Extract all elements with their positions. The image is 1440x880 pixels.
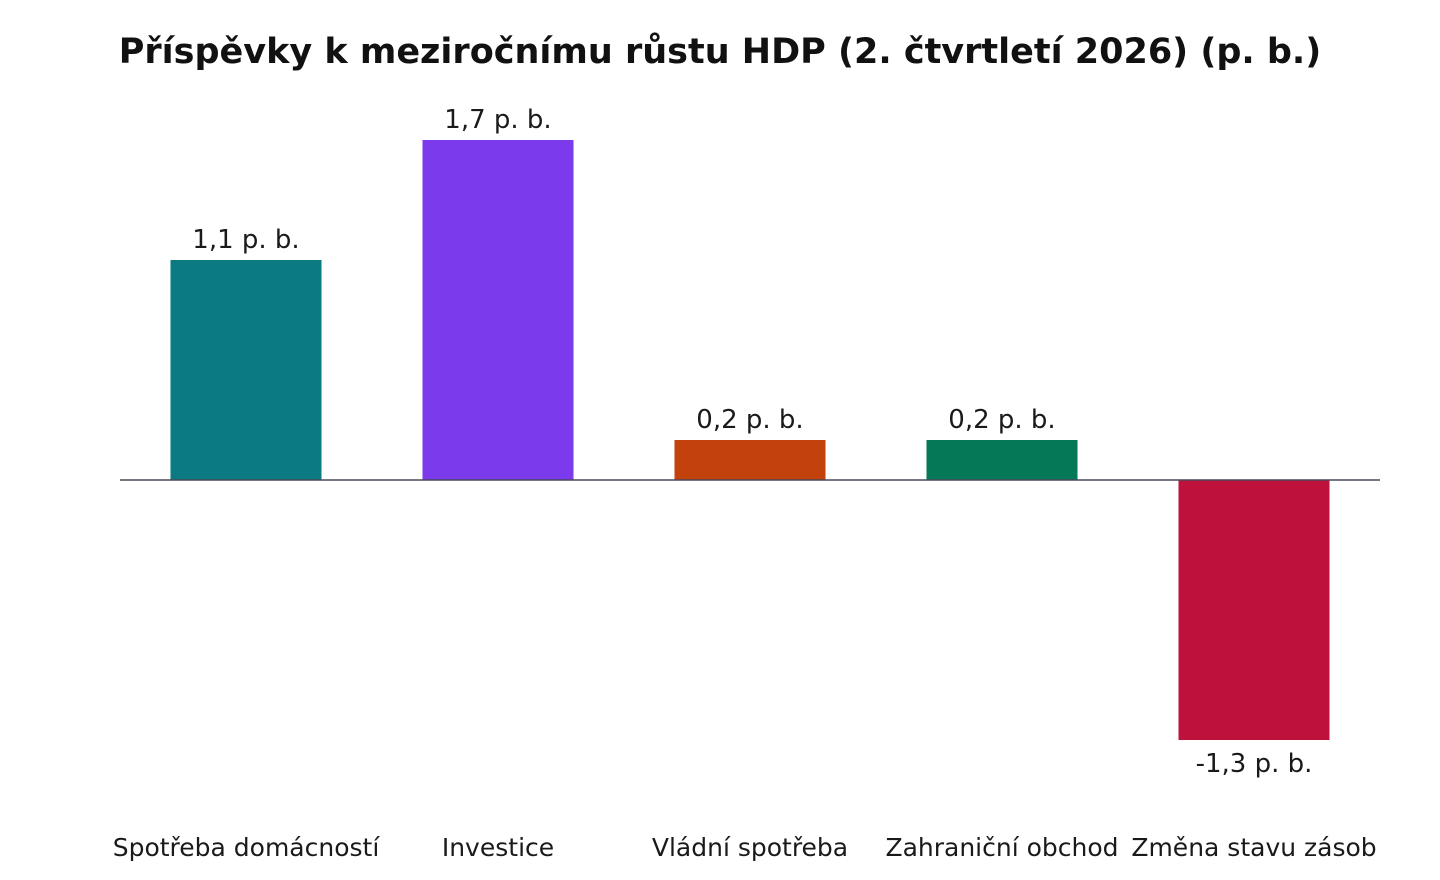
category-label-3: Vládní spotřeba: [652, 833, 848, 862]
bar-value-label-3: 0,2 p. b.: [696, 405, 803, 435]
category-labels-layer: Spotřeba domácností Investice Vládní spotř…: [113, 833, 1377, 862]
bar-3: [674, 440, 826, 480]
value-labels-layer: 1,1 p. b. 1,7 p. b. 0,2 p. b. 0,2 p. b. -1,3…: [192, 105, 1312, 779]
bar-value-label-1: 1,1 p. b.: [192, 225, 299, 255]
bar-value-label-4: 0,2 p. b.: [948, 405, 1055, 435]
bar-2: [422, 140, 574, 480]
bars-layer: [170, 140, 1330, 740]
category-label-2: Investice: [442, 833, 554, 862]
bar-value-label-2: 1,7 p. b.: [444, 105, 551, 135]
category-label-5: Změna stavu zásob: [1131, 833, 1376, 862]
chart-title: Příspěvky k meziročnímu růstu HDP (2. čt…: [119, 31, 1321, 72]
bar-1: [170, 260, 322, 480]
bar-5: [1178, 480, 1330, 740]
category-label-4: Zahraniční obchod: [885, 833, 1118, 862]
bar-4: [926, 440, 1078, 480]
category-label-1: Spotřeba domácností: [113, 833, 381, 862]
bar-value-label-5: -1,3 p. b.: [1196, 749, 1313, 779]
